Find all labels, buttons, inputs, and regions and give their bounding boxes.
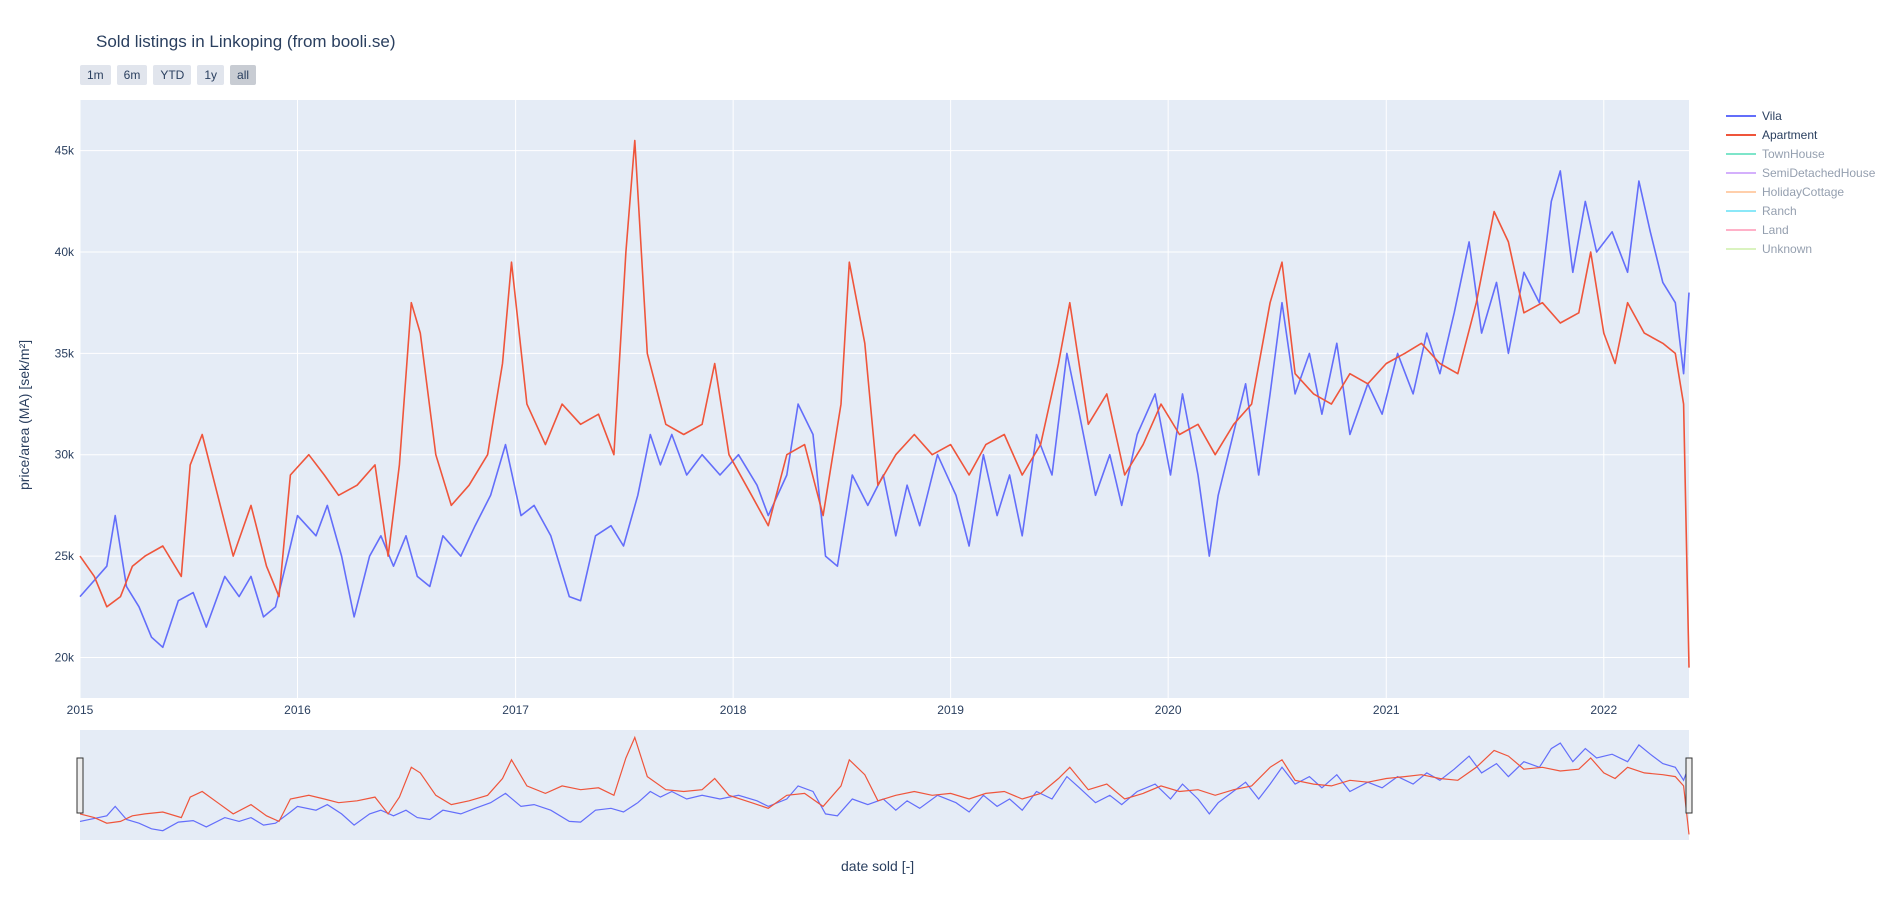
x-tick-label: 2017 <box>502 703 529 717</box>
legend-label: TownHouse <box>1762 146 1825 161</box>
legend-label: Vila <box>1762 108 1782 123</box>
chart-title: Sold listings in Linkoping (from booli.s… <box>96 32 396 51</box>
legend-swatch <box>1726 247 1756 250</box>
legend-item-apartment[interactable]: Apartment <box>1726 125 1875 144</box>
legend-label: Unknown <box>1762 241 1813 256</box>
range-button-1y[interactable]: 1y <box>197 65 225 85</box>
legend-swatch <box>1726 171 1756 174</box>
range-button-1m[interactable]: 1m <box>80 65 111 85</box>
legend-item-townhouse[interactable]: TownHouse <box>1726 144 1875 163</box>
range-button-ytd[interactable]: YTD <box>153 65 192 85</box>
y-tick-label: 40k <box>55 245 75 259</box>
legend-label: SemiDetachedHouse <box>1762 165 1876 180</box>
legend-label: Apartment <box>1762 127 1818 142</box>
rangeslider-handle-right[interactable] <box>1685 757 1693 814</box>
rangeslider-line-vila <box>79 742 1690 832</box>
y-tick-label: 20k <box>55 650 75 664</box>
legend-label: HolidayCottage <box>1762 184 1845 199</box>
legend-item-land[interactable]: Land <box>1726 220 1875 239</box>
series-line-vila <box>79 170 1690 649</box>
range-selector: 1m 6m YTD 1y all <box>80 65 257 85</box>
x-tick-label: 2022 <box>1590 703 1617 717</box>
range-button-all[interactable]: all <box>230 65 257 85</box>
legend-item-unknown[interactable]: Unknown <box>1726 239 1875 258</box>
series-line-apartment <box>79 139 1690 668</box>
rangeslider-line-apartment <box>79 735 1690 835</box>
x-tick-label: 2018 <box>720 703 747 717</box>
legend-swatch <box>1726 190 1756 193</box>
y-tick-label: 35k <box>55 346 75 360</box>
y-tick-label: 30k <box>55 448 75 462</box>
x-tick-label: 2021 <box>1373 703 1400 717</box>
x-tick-label: 2016 <box>284 703 311 717</box>
range-button-6m[interactable]: 6m <box>116 65 148 85</box>
x-tick-label: 2015 <box>67 703 94 717</box>
y-tick-label: 25k <box>55 549 75 563</box>
legend-label: Ranch <box>1762 203 1797 218</box>
legend-swatch <box>1726 228 1756 231</box>
legend-item-vila[interactable]: Vila <box>1726 106 1875 125</box>
rangeslider-handle-left[interactable] <box>76 757 84 814</box>
legend-item-holidaycottage[interactable]: HolidayCottage <box>1726 182 1875 201</box>
x-axis-label: date sold [-] <box>841 858 915 874</box>
x-tick-label: 2020 <box>1155 703 1182 717</box>
rangeslider-background <box>80 730 1689 840</box>
y-tick-label: 45k <box>55 144 75 158</box>
legend-swatch <box>1726 133 1756 136</box>
legend-label: Land <box>1762 222 1789 237</box>
legend-swatch <box>1726 114 1756 117</box>
x-tick-label: 2019 <box>937 703 964 717</box>
plot-background <box>80 100 1689 698</box>
y-axis-label: price/area (MA) [sek/m²] <box>16 339 32 490</box>
legend-swatch <box>1726 152 1756 155</box>
legend-swatch <box>1726 209 1756 212</box>
legend-item-ranch[interactable]: Ranch <box>1726 201 1875 220</box>
legend: Vila Apartment TownHouse SemiDetachedHouse H… <box>1726 106 1875 258</box>
legend-item-semidetachedhouse[interactable]: SemiDetachedHouse <box>1726 163 1875 182</box>
